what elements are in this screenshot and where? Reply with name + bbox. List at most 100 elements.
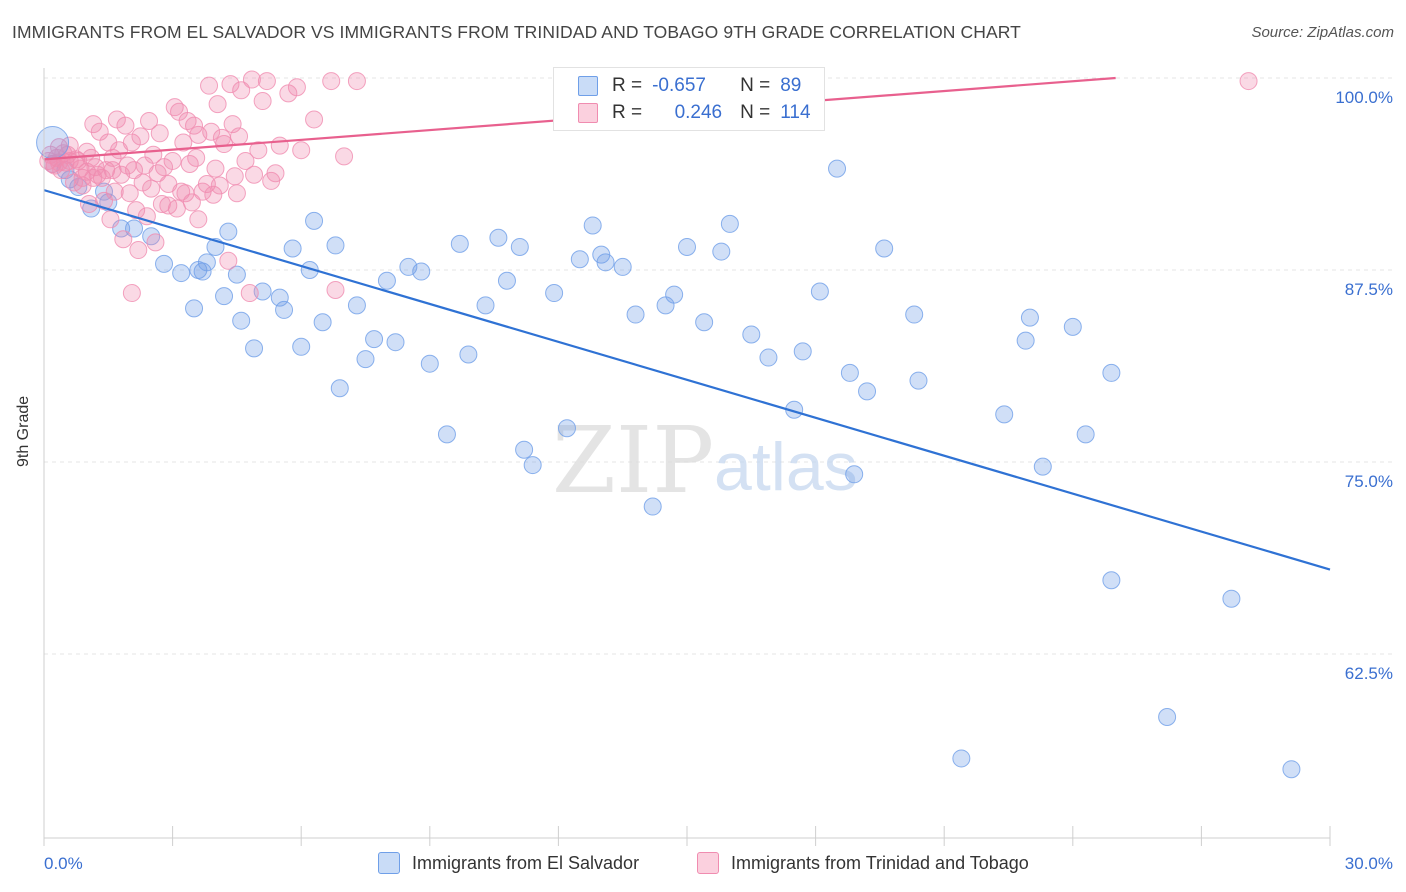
point-trinidad <box>227 184 246 203</box>
point-trinidad <box>204 185 223 204</box>
n-value: 89 <box>780 75 802 96</box>
point-trinidad <box>120 184 139 203</box>
point-trinidad <box>71 159 90 178</box>
point-el-salvador <box>1033 457 1052 476</box>
point-el-salvador <box>695 313 714 332</box>
point-el-salvador <box>253 282 272 301</box>
point-trinidad <box>67 150 86 169</box>
point-el-salvador <box>995 405 1014 424</box>
r-label: R = <box>612 102 643 123</box>
legend-swatch-blue <box>378 852 400 874</box>
point-trinidad <box>245 165 264 184</box>
legend-row-el-salvador: R = -0.657 N = 89 <box>578 73 801 99</box>
point-trinidad <box>225 167 244 186</box>
point-trinidad <box>197 174 216 193</box>
point-trinidad <box>101 210 120 229</box>
n-label: N = <box>740 75 771 96</box>
point-el-salvador <box>125 219 144 238</box>
point-el-salvador <box>377 271 396 290</box>
point-el-salvador <box>412 262 431 281</box>
point-trinidad <box>116 116 135 135</box>
point-trinidad <box>122 284 141 303</box>
r-value: -0.657 <box>652 75 706 96</box>
point-el-salvador <box>759 348 778 367</box>
point-el-salvador <box>613 257 632 276</box>
point-el-salvador <box>437 425 456 444</box>
point-el-salvador <box>476 296 495 315</box>
point-trinidad <box>178 112 197 131</box>
grid-lines <box>44 77 1392 655</box>
point-trinidad <box>84 115 103 134</box>
point-trinidad <box>221 75 240 94</box>
point-trinidad <box>347 72 366 91</box>
point-el-salvador <box>420 354 439 373</box>
point-el-salvador <box>245 339 264 358</box>
point-trinidad <box>189 210 208 229</box>
point-el-salvador <box>185 299 204 318</box>
point-trinidad <box>187 148 206 167</box>
point-trinidad <box>200 76 219 95</box>
point-el-salvador <box>557 419 576 438</box>
point-trinidad <box>146 233 165 252</box>
r-value: 0.246 <box>674 102 723 123</box>
legend-item-el-salvador: Immigrants from El Salvador <box>378 852 639 874</box>
point-trinidad <box>84 168 103 187</box>
point-el-salvador <box>952 749 971 768</box>
point-trinidad <box>137 207 156 226</box>
point-trinidad <box>240 284 259 303</box>
point-trinidad <box>1239 72 1258 91</box>
point-trinidad <box>86 158 105 177</box>
point-el-salvador <box>858 382 877 401</box>
point-trinidad <box>230 127 249 146</box>
point-el-salvador <box>305 211 324 230</box>
point-trinidad <box>163 151 182 170</box>
point-el-salvador <box>313 313 332 332</box>
point-trinidad <box>249 141 268 160</box>
point-el-salvador <box>1102 571 1121 590</box>
point-trinidad <box>219 251 238 270</box>
n-value: 114 <box>780 102 811 123</box>
point-trinidad <box>206 159 225 178</box>
point-trinidad <box>242 70 261 89</box>
point-el-salvador <box>489 228 508 247</box>
point-trinidad <box>292 141 311 160</box>
point-el-salvador <box>232 311 251 330</box>
x-tick-label: 0.0% <box>44 854 83 873</box>
point-el-salvador <box>197 253 216 272</box>
point-trinidad <box>142 179 161 198</box>
legend-label-el-salvador: Immigrants from El Salvador <box>412 852 640 873</box>
point-trinidad <box>257 72 276 91</box>
point-el-salvador <box>510 237 529 256</box>
point-trinidad <box>127 201 146 220</box>
point-el-salvador <box>515 440 534 459</box>
point-trinidad <box>114 230 133 249</box>
point-el-salvador <box>275 300 294 319</box>
point-trinidad <box>208 95 227 114</box>
point-el-salvador <box>36 126 70 160</box>
point-trinidad <box>185 116 204 135</box>
point-el-salvador <box>720 214 739 233</box>
point-el-salvador <box>1020 308 1039 327</box>
point-el-salvador <box>828 159 847 178</box>
point-el-salvador <box>810 282 829 301</box>
point-trinidad <box>326 280 345 299</box>
point-el-salvador <box>459 345 478 364</box>
point-el-salvador <box>215 287 234 306</box>
point-el-salvador <box>292 337 311 356</box>
point-trinidad <box>125 161 144 180</box>
point-el-salvador <box>283 239 302 258</box>
y-tick-label: 100.0% <box>1335 88 1393 107</box>
legend-swatch-blue <box>578 76 598 96</box>
point-el-salvador <box>1063 317 1082 336</box>
x-tick-label: 30.0% <box>1345 854 1393 873</box>
point-el-salvador <box>450 234 469 253</box>
point-el-salvador <box>643 497 662 516</box>
point-el-salvador <box>1222 589 1241 608</box>
y-tick-label: 75.0% <box>1345 472 1393 491</box>
axes: 62.5% 75.0% 87.5% 100.0% 0.0% 30.0% <box>43 68 1393 873</box>
point-el-salvador <box>172 264 191 283</box>
point-el-salvador <box>570 250 589 269</box>
point-el-salvador <box>330 379 349 398</box>
point-el-salvador <box>909 371 928 390</box>
